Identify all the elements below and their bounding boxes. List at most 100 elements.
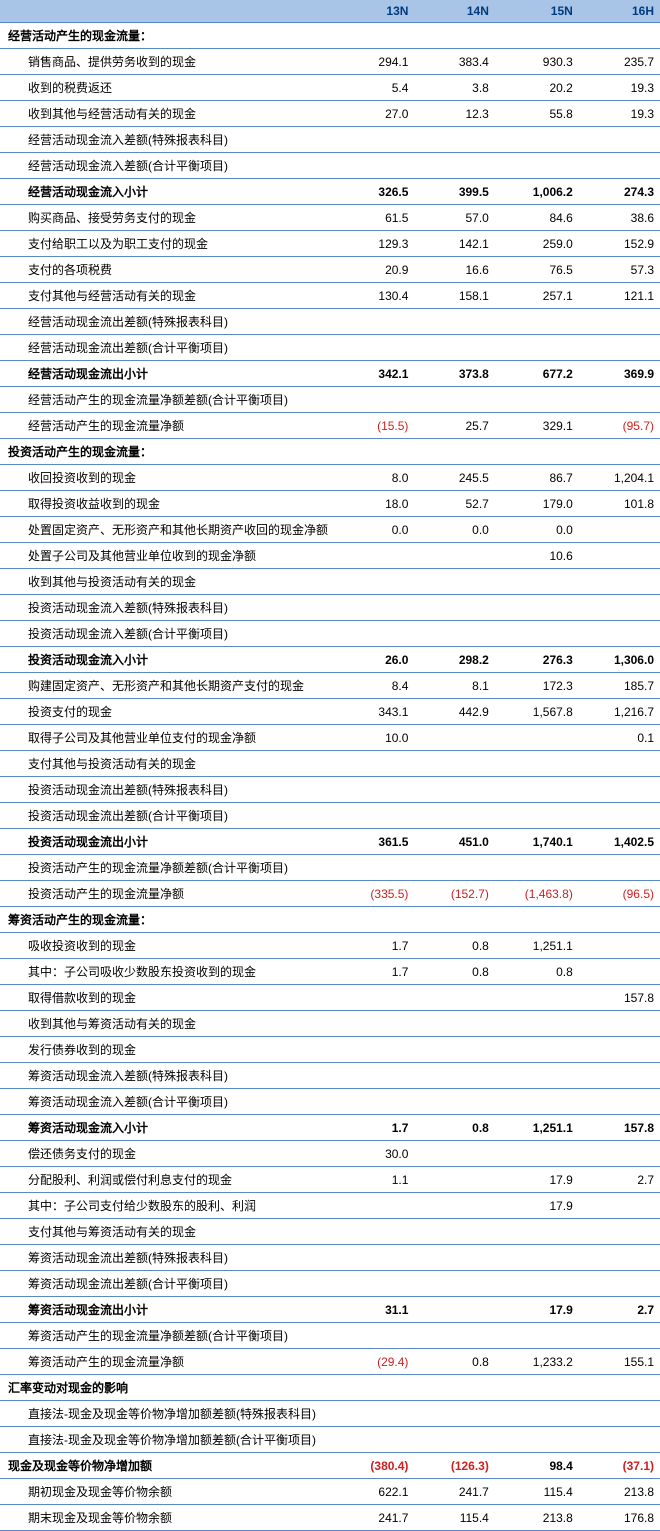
row-value: 329.1 bbox=[495, 413, 579, 439]
row-value: 0.1 bbox=[579, 725, 660, 751]
table-row: 吸收投资收到的现金1.70.81,251.1 bbox=[0, 933, 660, 959]
row-value bbox=[579, 1323, 660, 1349]
row-label: 其中：子公司支付给少数股东的股利、利润 bbox=[0, 1193, 334, 1219]
row-value bbox=[334, 335, 414, 361]
row-label: 支付其他与投资活动有关的现金 bbox=[0, 751, 334, 777]
row-label: 汇率变动对现金的影响 bbox=[0, 1375, 334, 1401]
row-value: 235.7 bbox=[579, 49, 660, 75]
row-value: 1,402.5 bbox=[579, 829, 660, 855]
row-value bbox=[414, 985, 494, 1011]
row-value bbox=[414, 23, 494, 49]
row-value bbox=[334, 23, 414, 49]
row-value bbox=[495, 803, 579, 829]
row-label: 直接法-现金及现金等价物净增加额差额(合计平衡项目) bbox=[0, 1427, 334, 1453]
row-value bbox=[414, 803, 494, 829]
row-value bbox=[334, 907, 414, 933]
row-value: 8.1 bbox=[414, 673, 494, 699]
row-value: 27.0 bbox=[334, 101, 414, 127]
row-value: 1,251.1 bbox=[495, 1115, 579, 1141]
row-value: 298.2 bbox=[414, 647, 494, 673]
row-value bbox=[414, 543, 494, 569]
row-value: (335.5) bbox=[334, 881, 414, 907]
table-row: 投资活动产生的现金流量净额差额(合计平衡项目) bbox=[0, 855, 660, 881]
row-label: 处置子公司及其他营业单位收到的现金净额 bbox=[0, 543, 334, 569]
row-value bbox=[334, 985, 414, 1011]
row-value bbox=[334, 855, 414, 881]
row-value bbox=[495, 1271, 579, 1297]
row-value: 0.8 bbox=[414, 1349, 494, 1375]
table-row: 收到其他与经营活动有关的现金27.012.355.819.3 bbox=[0, 101, 660, 127]
row-value bbox=[414, 335, 494, 361]
row-label: 经营活动现金流出差额(合计平衡项目) bbox=[0, 335, 334, 361]
table-row: 支付给职工以及为职工支付的现金129.3142.1259.0152.9 bbox=[0, 231, 660, 257]
row-value: 98.4 bbox=[495, 1453, 579, 1479]
table-row: 发行债券收到的现金 bbox=[0, 1037, 660, 1063]
row-value bbox=[414, 907, 494, 933]
row-value: 18.0 bbox=[334, 491, 414, 517]
row-value bbox=[495, 1011, 579, 1037]
row-value: 31.1 bbox=[334, 1297, 414, 1323]
row-value: 373.8 bbox=[414, 361, 494, 387]
row-value: 61.5 bbox=[334, 205, 414, 231]
row-value bbox=[414, 1219, 494, 1245]
row-value: 129.3 bbox=[334, 231, 414, 257]
row-value bbox=[495, 569, 579, 595]
row-value bbox=[579, 751, 660, 777]
table-row: 投资支付的现金343.1442.91,567.81,216.7 bbox=[0, 699, 660, 725]
table-row: 投资活动产生的现金流量净额(335.5)(152.7)(1,463.8)(96.… bbox=[0, 881, 660, 907]
row-value bbox=[579, 803, 660, 829]
row-value bbox=[579, 1219, 660, 1245]
table-row: 经营活动现金流出小计342.1373.8677.2369.9 bbox=[0, 361, 660, 387]
row-value bbox=[495, 595, 579, 621]
table-row: 销售商品、提供劳务收到的现金294.1383.4930.3235.7 bbox=[0, 49, 660, 75]
row-value bbox=[495, 1219, 579, 1245]
row-label: 支付的各项税费 bbox=[0, 257, 334, 283]
row-value: 213.8 bbox=[495, 1505, 579, 1531]
table-row: 支付其他与投资活动有关的现金 bbox=[0, 751, 660, 777]
row-label: 筹资活动现金流出小计 bbox=[0, 1297, 334, 1323]
row-value: 245.5 bbox=[414, 465, 494, 491]
row-value bbox=[579, 439, 660, 465]
row-value bbox=[334, 1011, 414, 1037]
row-label: 投资活动现金流出小计 bbox=[0, 829, 334, 855]
row-value bbox=[414, 621, 494, 647]
row-value bbox=[579, 1193, 660, 1219]
row-value: (15.5) bbox=[334, 413, 414, 439]
row-value bbox=[414, 595, 494, 621]
row-value: 3.8 bbox=[414, 75, 494, 101]
row-label: 直接法-现金及现金等价物净增加额差额(特殊报表科目) bbox=[0, 1401, 334, 1427]
row-value bbox=[334, 1089, 414, 1115]
table-row: 筹资活动现金流出差额(合计平衡项目) bbox=[0, 1271, 660, 1297]
row-label: 筹资活动产生的现金流量： bbox=[0, 907, 334, 933]
row-value: 172.3 bbox=[495, 673, 579, 699]
row-value: 0.8 bbox=[414, 959, 494, 985]
row-label: 支付给职工以及为职工支付的现金 bbox=[0, 231, 334, 257]
row-value: 2.7 bbox=[579, 1297, 660, 1323]
table-row: 期初现金及现金等价物余额622.1241.7115.4213.8 bbox=[0, 1479, 660, 1505]
row-value bbox=[579, 777, 660, 803]
table-row: 购买商品、接受劳务支付的现金61.557.084.638.6 bbox=[0, 205, 660, 231]
row-value bbox=[495, 1375, 579, 1401]
row-value: 369.9 bbox=[579, 361, 660, 387]
row-value bbox=[334, 621, 414, 647]
row-value: 30.0 bbox=[334, 1141, 414, 1167]
row-label: 筹资活动现金流出差额(合计平衡项目) bbox=[0, 1271, 334, 1297]
row-value bbox=[414, 153, 494, 179]
row-label: 投资活动现金流入差额(特殊报表科目) bbox=[0, 595, 334, 621]
row-value: (96.5) bbox=[579, 881, 660, 907]
row-value bbox=[495, 1323, 579, 1349]
table-row: 取得借款收到的现金157.8 bbox=[0, 985, 660, 1011]
row-value bbox=[579, 1141, 660, 1167]
row-label: 经营活动现金流出小计 bbox=[0, 361, 334, 387]
row-value bbox=[579, 1063, 660, 1089]
row-value: 622.1 bbox=[334, 1479, 414, 1505]
row-value: 1.7 bbox=[334, 933, 414, 959]
row-value bbox=[579, 127, 660, 153]
row-value bbox=[414, 777, 494, 803]
row-value: 10.6 bbox=[495, 543, 579, 569]
row-value: 451.0 bbox=[414, 829, 494, 855]
table-row: 直接法-现金及现金等价物净增加额差额(合计平衡项目) bbox=[0, 1427, 660, 1453]
table-row: 筹资活动现金流出差额(特殊报表科目) bbox=[0, 1245, 660, 1271]
row-label: 购建固定资产、无形资产和其他长期资产支付的现金 bbox=[0, 673, 334, 699]
row-value: 84.6 bbox=[495, 205, 579, 231]
